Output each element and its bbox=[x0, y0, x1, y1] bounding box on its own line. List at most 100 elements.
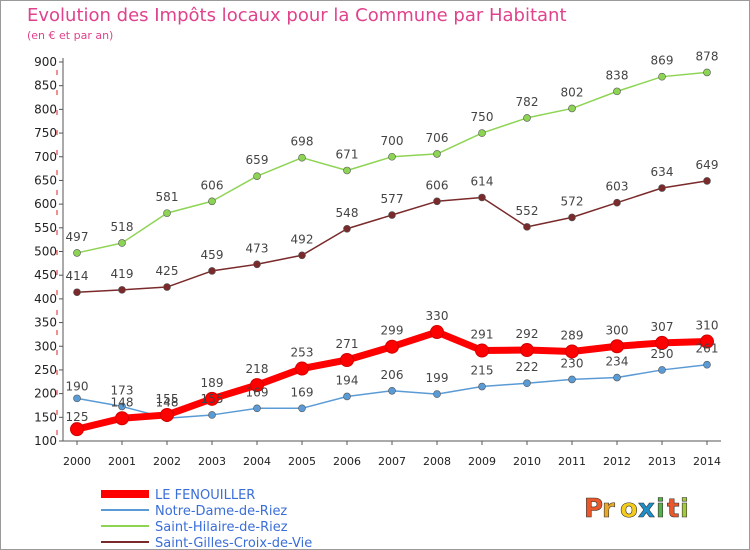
y-tick-label: 250 bbox=[34, 363, 57, 377]
data-label: 169 bbox=[291, 385, 314, 399]
data-label: 261 bbox=[696, 342, 719, 356]
data-label: 659 bbox=[246, 153, 269, 167]
legend-label: Notre-Dame-de-Riez bbox=[155, 504, 287, 519]
data-point bbox=[118, 402, 126, 411]
data-label: 218 bbox=[246, 362, 269, 376]
y-tick-label: 700 bbox=[34, 150, 57, 164]
data-label: 194 bbox=[336, 373, 359, 387]
data-label: 492 bbox=[291, 232, 314, 246]
x-tick-label: 2003 bbox=[198, 455, 226, 468]
data-label: 497 bbox=[66, 230, 89, 244]
data-label: 425 bbox=[156, 264, 179, 278]
y-tick-label: 450 bbox=[34, 268, 57, 282]
y-tick-label: 550 bbox=[34, 221, 57, 235]
logo-letter: P bbox=[584, 494, 603, 524]
data-point bbox=[388, 152, 396, 161]
data-point bbox=[73, 288, 81, 297]
data-label: 838 bbox=[606, 68, 629, 82]
x-tick-label: 2008 bbox=[423, 455, 451, 468]
data-label: 649 bbox=[696, 158, 719, 172]
data-label: 189 bbox=[201, 376, 224, 390]
data-label: 577 bbox=[381, 192, 404, 206]
data-label: 671 bbox=[336, 147, 359, 161]
data-point bbox=[388, 211, 396, 219]
data-point bbox=[568, 104, 576, 113]
data-label: 606 bbox=[426, 178, 449, 192]
y-tick-label: 100 bbox=[34, 434, 57, 448]
y-tick-label: 400 bbox=[34, 292, 57, 306]
y-tick-label: 200 bbox=[34, 387, 57, 401]
data-label: 706 bbox=[426, 131, 449, 145]
logo-letter: t bbox=[667, 494, 679, 524]
x-tick-label: 2011 bbox=[558, 455, 586, 468]
data-point bbox=[703, 177, 711, 185]
data-point bbox=[343, 224, 351, 233]
data-label: 802 bbox=[561, 85, 584, 99]
data-point bbox=[295, 361, 309, 376]
y-tick-label: 800 bbox=[34, 102, 57, 116]
data-point bbox=[433, 150, 441, 158]
data-label: 518 bbox=[111, 220, 134, 234]
data-point bbox=[253, 172, 261, 180]
data-point bbox=[433, 390, 441, 398]
data-label: 419 bbox=[111, 267, 134, 281]
x-tick-label: 2010 bbox=[513, 455, 541, 468]
x-tick-label: 2001 bbox=[108, 455, 136, 468]
data-label: 206 bbox=[381, 368, 404, 382]
data-label: 155 bbox=[201, 392, 224, 406]
data-label: 548 bbox=[336, 206, 359, 220]
data-label: 307 bbox=[651, 320, 674, 334]
logo-letter: o bbox=[620, 494, 638, 524]
data-point bbox=[433, 197, 441, 206]
data-label: 230 bbox=[561, 356, 584, 370]
data-point bbox=[613, 198, 621, 207]
data-label: 330 bbox=[426, 309, 449, 323]
data-label: 299 bbox=[381, 324, 404, 338]
data-label: 190 bbox=[66, 379, 89, 393]
series-line-saint-hilaire-de-riez bbox=[76, 71, 708, 254]
data-label: 148 bbox=[111, 395, 134, 409]
data-point bbox=[655, 335, 669, 350]
data-point bbox=[658, 184, 666, 192]
data-label: 782 bbox=[516, 95, 539, 109]
data-point bbox=[73, 249, 81, 257]
chart-title: Evolution des Impôts locaux pour la Comm… bbox=[27, 5, 567, 26]
x-tick-label: 2009 bbox=[468, 455, 496, 468]
data-point bbox=[208, 411, 216, 419]
data-point bbox=[568, 213, 576, 222]
data-label: 173 bbox=[111, 383, 134, 397]
data-point bbox=[613, 373, 621, 382]
data-point bbox=[205, 391, 219, 406]
data-label: 148 bbox=[156, 395, 179, 409]
data-point bbox=[73, 394, 81, 403]
data-point bbox=[700, 334, 714, 349]
data-label: 289 bbox=[561, 328, 584, 342]
y-tick-label: 300 bbox=[34, 339, 57, 353]
data-point bbox=[253, 404, 261, 413]
data-label: 292 bbox=[516, 327, 539, 341]
data-point bbox=[253, 260, 261, 269]
data-label: 169 bbox=[246, 385, 269, 399]
data-label: 215 bbox=[471, 364, 494, 378]
data-point bbox=[388, 386, 396, 395]
data-label: 878 bbox=[696, 49, 719, 63]
data-point bbox=[523, 379, 531, 388]
data-point bbox=[208, 267, 216, 275]
data-label: 552 bbox=[516, 204, 539, 218]
logo-letter: r bbox=[602, 494, 615, 524]
data-label: 271 bbox=[336, 337, 359, 351]
y-tick-label: 500 bbox=[34, 245, 57, 259]
data-label: 581 bbox=[156, 190, 179, 204]
data-point bbox=[298, 251, 306, 260]
data-point bbox=[115, 411, 129, 426]
data-label: 250 bbox=[651, 347, 674, 361]
y-tick-label: 650 bbox=[34, 173, 57, 187]
data-label: 603 bbox=[606, 180, 629, 194]
data-label: 606 bbox=[201, 178, 224, 192]
x-tick-label: 2014 bbox=[693, 455, 721, 468]
data-point bbox=[343, 392, 351, 401]
data-point bbox=[478, 129, 486, 137]
data-label: 634 bbox=[651, 165, 674, 179]
y-tick-label: 900 bbox=[34, 55, 57, 69]
